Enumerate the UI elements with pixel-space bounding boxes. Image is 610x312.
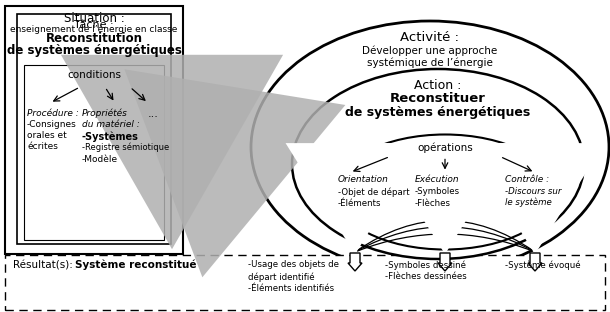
Text: de systèmes énergétiques: de systèmes énergétiques	[345, 106, 531, 119]
Text: -Objet de départ: -Objet de départ	[338, 188, 410, 197]
Text: -Usage des objets de: -Usage des objets de	[248, 260, 339, 269]
Text: de systèmes énergétiques: de systèmes énergétiques	[7, 44, 181, 57]
Text: Situation :: Situation :	[63, 12, 124, 25]
Text: Système reconstitué: Système reconstitué	[75, 260, 196, 271]
Text: Action :: Action :	[414, 79, 462, 92]
Text: opérations: opérations	[417, 143, 473, 153]
Text: -Discours sur: -Discours sur	[505, 188, 561, 197]
Text: enseignement de l’énergie en classe: enseignement de l’énergie en classe	[10, 24, 178, 33]
Text: Contrôle :: Contrôle :	[505, 175, 549, 184]
Text: ...: ...	[148, 109, 159, 119]
Text: Tâche :: Tâche :	[74, 20, 114, 30]
Text: Propriétés: Propriétés	[82, 109, 128, 119]
Text: conditions: conditions	[67, 70, 121, 80]
Text: -Flèches dessinées: -Flèches dessinées	[385, 272, 467, 281]
Bar	[17, 14, 171, 244]
Ellipse shape	[335, 134, 555, 250]
Text: Résultat(s):: Résultat(s):	[13, 260, 73, 270]
Text: -Modèle: -Modèle	[82, 155, 118, 164]
Text: -Symboles dessiné: -Symboles dessiné	[385, 260, 466, 270]
Bar	[5, 6, 183, 254]
Text: -Système évoqué: -Système évoqué	[505, 260, 581, 270]
Text: -Consignes: -Consignes	[27, 120, 77, 129]
Text: le système: le système	[505, 197, 552, 207]
Text: orales et: orales et	[27, 131, 66, 140]
Text: Orientation: Orientation	[338, 175, 389, 184]
FancyArrow shape	[528, 253, 542, 271]
Text: Activité :: Activité :	[401, 31, 459, 44]
Ellipse shape	[251, 21, 609, 273]
Ellipse shape	[292, 69, 584, 259]
Text: Développer une approche: Développer une approche	[362, 45, 498, 56]
Text: -Symboles: -Symboles	[415, 188, 460, 197]
Text: du matériel :: du matériel :	[82, 120, 140, 129]
Text: Exécution: Exécution	[415, 175, 459, 184]
Text: Reconstituer: Reconstituer	[390, 92, 486, 105]
Text: -Registre sémiotique: -Registre sémiotique	[82, 143, 169, 153]
Text: Reconstitution: Reconstitution	[46, 32, 143, 45]
Bar	[24, 65, 164, 240]
Text: -Flèches: -Flèches	[415, 199, 451, 208]
Text: départ identifié: départ identifié	[248, 272, 315, 281]
Text: écrites: écrites	[27, 142, 58, 151]
Text: -Éléments: -Éléments	[338, 199, 381, 208]
Bar	[5, 255, 605, 310]
Text: -Systèmes: -Systèmes	[82, 131, 139, 142]
FancyArrow shape	[438, 253, 452, 271]
FancyArrow shape	[348, 253, 362, 271]
Text: systémique de l’énergie: systémique de l’énergie	[367, 57, 493, 67]
Text: Procédure :: Procédure :	[27, 109, 79, 118]
Text: -Éléments identifiés: -Éléments identifiés	[248, 284, 334, 293]
